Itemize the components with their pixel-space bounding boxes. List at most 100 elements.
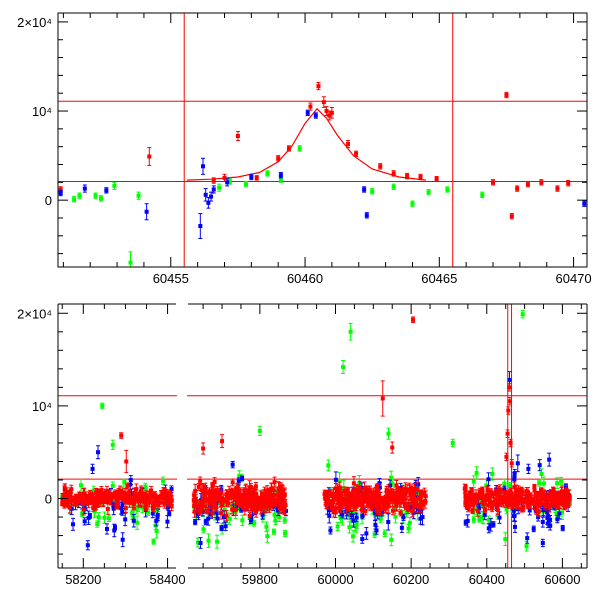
data-point bbox=[249, 173, 254, 181]
data-marker bbox=[559, 478, 564, 483]
data-point bbox=[391, 183, 396, 190]
data-marker bbox=[234, 503, 239, 508]
data-point bbox=[147, 147, 152, 166]
data-marker bbox=[281, 495, 286, 500]
data-marker bbox=[62, 503, 67, 508]
data-marker bbox=[72, 500, 77, 505]
data-point bbox=[348, 322, 353, 341]
data-marker bbox=[272, 512, 277, 517]
data-marker bbox=[104, 188, 109, 193]
data-marker bbox=[203, 504, 208, 509]
data-marker bbox=[203, 192, 208, 197]
data-point bbox=[152, 502, 157, 513]
data-marker bbox=[504, 92, 509, 97]
data-marker bbox=[328, 528, 333, 533]
data-marker bbox=[486, 517, 491, 522]
data-marker bbox=[138, 499, 143, 504]
data-point bbox=[85, 498, 90, 507]
data-marker bbox=[374, 528, 379, 533]
data-point bbox=[265, 170, 270, 177]
data-point bbox=[480, 191, 485, 198]
data-marker bbox=[131, 518, 136, 523]
data-marker bbox=[203, 486, 208, 491]
data-point bbox=[58, 189, 63, 197]
data-marker bbox=[539, 471, 544, 476]
data-marker bbox=[249, 174, 254, 179]
data-marker bbox=[337, 478, 342, 483]
data-marker bbox=[386, 431, 391, 436]
data-point bbox=[90, 463, 95, 475]
data-marker bbox=[85, 543, 90, 548]
data-point bbox=[463, 519, 468, 526]
data-marker bbox=[212, 500, 217, 505]
data-marker bbox=[434, 176, 439, 181]
data-marker bbox=[222, 175, 227, 180]
data-point bbox=[297, 145, 302, 152]
data-point bbox=[198, 213, 203, 239]
data-marker bbox=[566, 181, 571, 186]
data-marker bbox=[94, 496, 99, 501]
data-marker bbox=[264, 524, 269, 529]
data-point bbox=[72, 498, 77, 507]
data-point bbox=[142, 495, 147, 505]
data-marker bbox=[548, 517, 553, 522]
data-marker bbox=[166, 505, 171, 510]
data-point bbox=[168, 492, 173, 501]
data-marker bbox=[78, 483, 83, 488]
data-point bbox=[66, 495, 71, 502]
data-point bbox=[537, 479, 542, 487]
data-marker bbox=[253, 493, 258, 498]
data-point bbox=[193, 519, 198, 526]
data-marker bbox=[305, 110, 310, 115]
data-marker bbox=[354, 522, 359, 527]
data-marker bbox=[474, 471, 479, 476]
data-marker bbox=[257, 428, 262, 433]
data-point bbox=[370, 188, 375, 195]
data-point bbox=[103, 494, 108, 504]
data-point bbox=[278, 172, 283, 179]
data-point bbox=[123, 512, 128, 527]
data-marker bbox=[249, 516, 254, 521]
data-marker bbox=[235, 495, 240, 500]
data-marker bbox=[410, 201, 415, 206]
data-point bbox=[230, 504, 235, 515]
data-point bbox=[210, 507, 215, 519]
data-marker bbox=[346, 142, 351, 147]
data-marker bbox=[347, 525, 352, 530]
data-point bbox=[78, 478, 83, 492]
data-marker bbox=[258, 506, 263, 511]
data-marker bbox=[525, 182, 530, 187]
data-point bbox=[515, 454, 520, 473]
data-marker bbox=[503, 537, 508, 542]
data-point bbox=[520, 309, 525, 319]
data-marker bbox=[354, 515, 359, 520]
data-marker bbox=[512, 513, 517, 518]
data-point bbox=[130, 499, 135, 505]
data-marker bbox=[210, 497, 215, 502]
data-point bbox=[135, 515, 140, 530]
data-marker bbox=[230, 462, 235, 467]
data-point bbox=[240, 514, 245, 527]
data-point bbox=[230, 460, 235, 469]
data-point bbox=[273, 516, 278, 525]
data-point bbox=[247, 511, 252, 521]
data-point bbox=[201, 525, 206, 534]
data-point bbox=[243, 180, 248, 188]
data-marker bbox=[327, 113, 332, 118]
data-marker bbox=[527, 508, 532, 513]
data-marker bbox=[372, 510, 377, 515]
data-marker bbox=[239, 507, 244, 512]
data-marker bbox=[512, 477, 517, 482]
data-marker bbox=[100, 403, 105, 408]
data-marker bbox=[405, 174, 410, 179]
data-marker bbox=[214, 496, 219, 501]
data-marker bbox=[80, 494, 85, 499]
data-marker bbox=[201, 527, 206, 532]
data-point bbox=[491, 521, 496, 528]
data-marker bbox=[95, 501, 100, 506]
y-tick-label: 0 bbox=[45, 193, 52, 208]
data-marker bbox=[254, 509, 259, 514]
data-marker bbox=[156, 503, 161, 508]
series-green bbox=[60, 309, 572, 552]
data-point bbox=[136, 491, 141, 499]
